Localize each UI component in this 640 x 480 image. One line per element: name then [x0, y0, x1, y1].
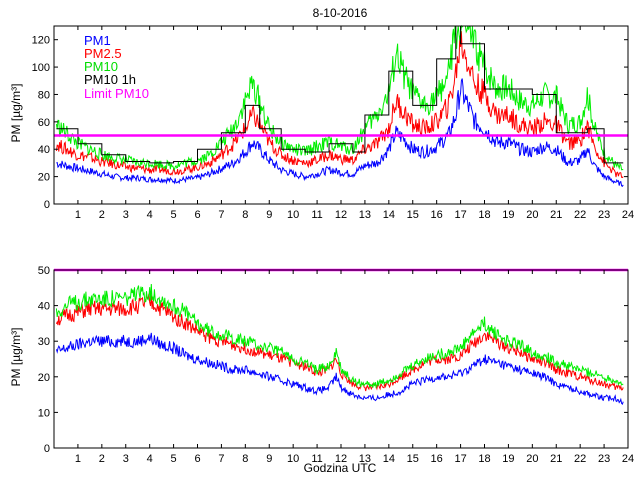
x-tick-label: 3 — [123, 453, 129, 465]
x-tick-label: 24 — [622, 453, 634, 465]
x-tick-label: 5 — [171, 453, 177, 465]
y-tick-label: 20 — [38, 172, 50, 184]
y-tick-label: 20 — [38, 372, 50, 384]
y-tick-label: 100 — [32, 62, 50, 74]
series-pm1-line — [55, 332, 624, 405]
x-tick-label: 4 — [147, 209, 153, 221]
x-tick-label: 3 — [123, 209, 129, 221]
x-tick-label: 18 — [478, 209, 490, 221]
x-tick-label: 20 — [526, 209, 538, 221]
y-tick-label: 80 — [38, 89, 50, 101]
x-tick-label: 14 — [383, 209, 395, 221]
x-tick-label: 15 — [407, 209, 419, 221]
x-tick-label: 7 — [218, 209, 224, 221]
top-y-axis-label: PM [µg/m³] — [9, 84, 23, 143]
y-tick-label: 0 — [44, 199, 50, 211]
y-tick-label: 40 — [38, 144, 50, 156]
series-pm10-line — [55, 283, 624, 389]
y-tick-label: 10 — [38, 407, 50, 419]
x-tick-label: 17 — [454, 453, 466, 465]
legend-pm10-1h: PM10 1h — [84, 72, 136, 87]
y-tick-label: 120 — [32, 35, 50, 47]
y-tick-label: 30 — [38, 336, 50, 348]
legend-pm1: PM1 — [84, 33, 111, 48]
y-tick-label: 40 — [38, 301, 50, 313]
x-tick-label: 1 — [75, 209, 81, 221]
x-tick-label: 21 — [550, 453, 562, 465]
x-tick-label: 23 — [598, 209, 610, 221]
x-tick-label: 15 — [407, 453, 419, 465]
x-tick-label: 24 — [622, 209, 634, 221]
x-tick-label: 10 — [287, 209, 299, 221]
x-tick-label: 13 — [359, 209, 371, 221]
x-tick-label: 9 — [266, 209, 272, 221]
x-tick-label: 4 — [147, 453, 153, 465]
legend-pm10: PM10 — [84, 59, 118, 74]
x-tick-label: 10 — [287, 453, 299, 465]
x-tick-label: 22 — [574, 453, 586, 465]
x-tick-label: 16 — [431, 209, 443, 221]
x-tick-label: 14 — [383, 453, 395, 465]
top-panel: 1 2 3 4 5 6 7 8 9 10 11 12 13 14 15 16 17 18 19 20 21 22 23 240… — [32, 24, 634, 221]
x-tick-label: 18 — [478, 453, 490, 465]
series-pm10-1h-steps — [56, 25, 624, 164]
x-tick-label: 6 — [194, 453, 200, 465]
bottom-panel: 1 2 3 4 5 6 7 8 9 10 11 12 13 14 15 16 17 18 19 20 21 22 23 240… — [38, 265, 634, 465]
x-tick-label: 19 — [502, 209, 514, 221]
chart-title: 8-10-2016 — [313, 6, 368, 20]
y-tick-label: 0 — [44, 443, 50, 455]
x-tick-label: 5 — [171, 209, 177, 221]
x-tick-label: 21 — [550, 209, 562, 221]
x-tick-label: 16 — [431, 453, 443, 465]
series-pm10-line — [55, 24, 624, 171]
x-tick-label: 1 — [75, 453, 81, 465]
x-tick-label: 12 — [335, 209, 347, 221]
x-tick-label: 8 — [242, 453, 248, 465]
legend-pm25: PM2.5 — [84, 46, 122, 61]
x-tick-label: 13 — [359, 453, 371, 465]
x-tick-label: 11 — [311, 209, 322, 221]
y-tick-label: 50 — [38, 265, 50, 277]
series-pm2-5-line — [55, 31, 624, 179]
x-tick-label: 22 — [574, 209, 586, 221]
x-tick-label: 6 — [194, 209, 200, 221]
legend: PM1 PM2.5 PM10 PM10 1h Limit PM10 — [84, 33, 149, 101]
y-tick-label: 60 — [38, 117, 50, 129]
x-tick-label: 20 — [526, 453, 538, 465]
plot-frame — [53, 25, 629, 205]
x-tick-label: 2 — [99, 209, 105, 221]
legend-limit-pm10: Limit PM10 — [84, 86, 149, 101]
x-tick-label: 11 — [311, 453, 322, 465]
series-pm1-line — [56, 78, 624, 188]
x-tick-label: 7 — [218, 453, 224, 465]
x-tick-label: 2 — [99, 453, 105, 465]
x-tick-label: 19 — [502, 453, 514, 465]
x-tick-label: 8 — [242, 209, 248, 221]
x-axis-label: Godzina UTC — [304, 461, 377, 475]
x-tick-label: 17 — [454, 209, 466, 221]
x-tick-label: 9 — [266, 453, 272, 465]
bottom-y-axis-label: PM [µg/m³] — [9, 328, 23, 387]
x-tick-label: 23 — [598, 453, 610, 465]
x-tick-label: 12 — [335, 453, 347, 465]
